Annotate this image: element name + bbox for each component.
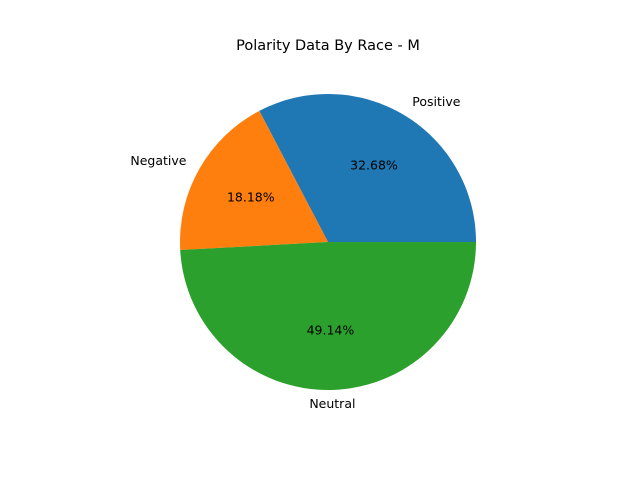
pie-slices <box>180 94 477 391</box>
pct-label-neutral: 49.14% <box>307 322 355 337</box>
slice-label-negative: Negative <box>130 153 186 168</box>
pie-slice-neutral <box>180 242 477 391</box>
slice-label-neutral: Neutral <box>309 396 355 411</box>
chart-title: Polarity Data By Race - M <box>236 38 420 54</box>
pie-slice-positive <box>259 94 476 242</box>
pie-labels: Positive 32.68% Negative 18.18% Neutral 49.14… <box>130 94 460 411</box>
pct-label-negative: 18.18% <box>227 190 275 205</box>
slice-label-positive: Positive <box>412 94 460 109</box>
pie-slice-negative <box>180 110 328 250</box>
pct-label-positive: 32.68% <box>350 158 398 173</box>
